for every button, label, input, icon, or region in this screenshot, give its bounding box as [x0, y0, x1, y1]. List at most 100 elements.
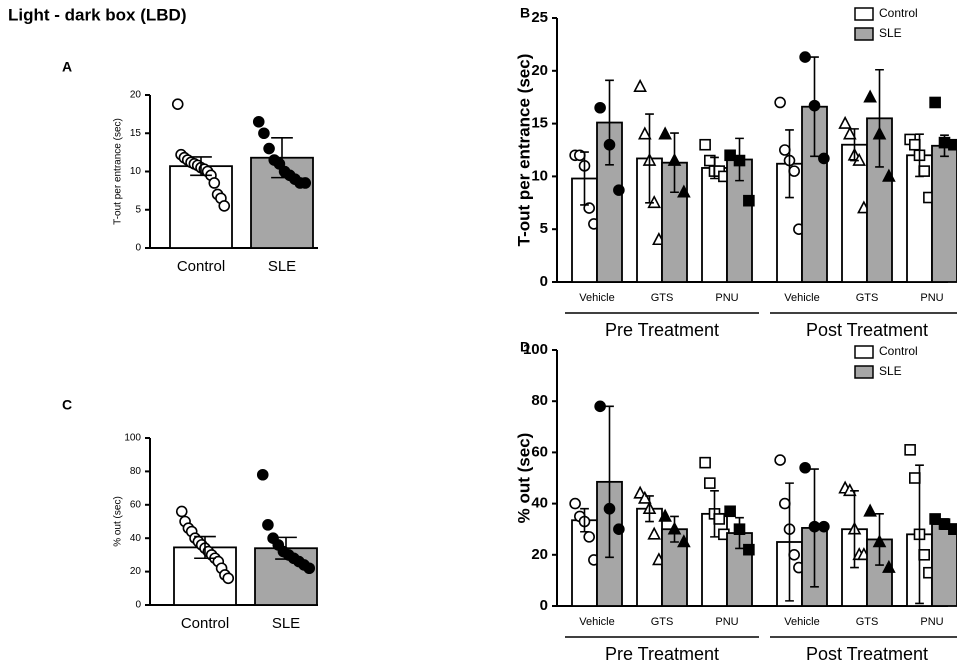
point [838, 115, 852, 129]
x-tick-label: Vehicle [784, 616, 819, 628]
point [171, 98, 184, 110]
error-bar [605, 405, 614, 559]
error-bar [940, 134, 949, 158]
legend-label: SLE [879, 364, 902, 378]
point [799, 461, 811, 474]
point [594, 101, 606, 114]
point [743, 543, 755, 556]
point [256, 468, 269, 481]
error-bar [580, 507, 589, 533]
error-bar [271, 137, 293, 179]
x-tick-label: GTS [856, 292, 879, 304]
legend-swatch [854, 7, 874, 21]
point [637, 490, 652, 504]
point [677, 534, 691, 548]
panel-label: C [62, 397, 72, 413]
legend-swatch [854, 345, 874, 359]
error-bar [710, 156, 719, 180]
error-bar [735, 516, 744, 550]
point [948, 523, 957, 536]
point [222, 572, 235, 585]
error-bar [850, 128, 859, 162]
point [677, 184, 691, 198]
error-bar [670, 515, 679, 543]
y-tick-label: 100 [124, 433, 141, 444]
legend-label: Control [879, 6, 918, 20]
y-tick-label: 5 [135, 204, 141, 215]
y-tick-label: 0 [540, 273, 548, 290]
point [863, 89, 877, 103]
point [613, 523, 625, 536]
legend-label: SLE [879, 26, 902, 40]
x-tick-label: SLE [272, 615, 300, 632]
legend-swatch [854, 27, 874, 41]
x-tick-label: Vehicle [579, 292, 614, 304]
point [774, 96, 786, 109]
point [842, 126, 857, 140]
error-bar [735, 137, 744, 182]
panel-label: D [520, 339, 530, 355]
y-tick-label: 10 [531, 167, 548, 184]
x-tick-label: PNU [715, 616, 738, 628]
point [583, 531, 595, 543]
error-bar [785, 129, 794, 199]
y-axis-label: T-out per entrance (sec) [113, 118, 124, 225]
point [724, 149, 736, 162]
error-bar [275, 536, 297, 560]
y-tick-label: 20 [531, 62, 548, 79]
point [252, 115, 265, 128]
y-tick-label: 25 [531, 9, 548, 26]
point [929, 96, 941, 109]
error-bar [940, 518, 949, 530]
y-tick-label: 5 [540, 220, 548, 237]
panel-label: B [520, 5, 530, 21]
error-bar [810, 468, 819, 588]
point [818, 520, 830, 533]
point [658, 508, 672, 522]
y-tick-label: 0 [135, 600, 141, 611]
point [918, 165, 930, 177]
point [699, 138, 711, 151]
error-bar [875, 68, 884, 168]
error-bar [190, 156, 212, 177]
point [258, 127, 270, 140]
point [569, 497, 581, 510]
point [175, 505, 188, 518]
error-bar [875, 513, 884, 566]
point [658, 126, 672, 140]
point [637, 126, 652, 140]
point [743, 194, 755, 207]
error-bar [810, 56, 819, 158]
point [218, 200, 231, 212]
y-tick-label: 20 [130, 566, 142, 577]
point [788, 548, 800, 561]
point [613, 184, 625, 196]
point [699, 456, 711, 469]
point [904, 444, 916, 456]
point [299, 177, 312, 189]
bar [931, 144, 957, 283]
point [303, 562, 316, 575]
point [263, 142, 275, 155]
point [918, 548, 930, 561]
point [633, 78, 647, 92]
error-bar [915, 464, 924, 605]
y-tick-label: 20 [130, 90, 142, 101]
x-tick-label: PNU [920, 616, 943, 628]
y-tick-label: 15 [531, 115, 548, 132]
point [779, 497, 791, 510]
point [909, 138, 921, 151]
y-tick-label: 100 [523, 341, 548, 358]
group-label: Post Treatment [806, 644, 928, 664]
point [863, 503, 877, 517]
y-tick-label: 60 [130, 499, 142, 510]
group-label: Pre Treatment [605, 320, 719, 340]
point [724, 505, 736, 518]
y-tick-label: 80 [531, 392, 548, 409]
y-tick-label: 10 [130, 166, 142, 177]
x-tick-label: Vehicle [579, 616, 614, 628]
point [799, 51, 811, 63]
x-tick-label: Control [177, 258, 225, 275]
point [909, 472, 921, 484]
